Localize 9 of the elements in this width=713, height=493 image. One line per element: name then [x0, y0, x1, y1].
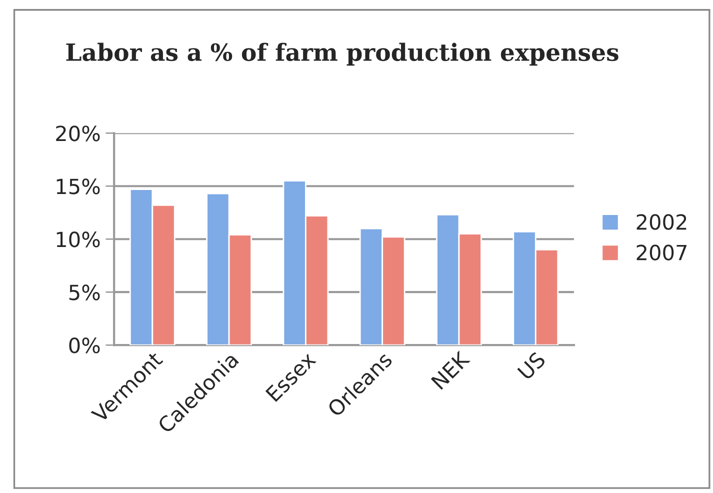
y-tick-label: 5%: [69, 284, 100, 300]
legend-label: 2007: [636, 244, 686, 260]
legend-label: 2002: [636, 214, 686, 230]
y-tick-label: 15%: [56, 178, 100, 194]
y-tick-label: 20%: [56, 126, 100, 142]
chart-title: Labor as a % of farm production expenses: [66, 42, 618, 66]
x-tick-label: US: [517, 351, 546, 380]
y-tick-label: 0%: [69, 338, 100, 354]
y-tick-label: 10%: [56, 232, 100, 248]
